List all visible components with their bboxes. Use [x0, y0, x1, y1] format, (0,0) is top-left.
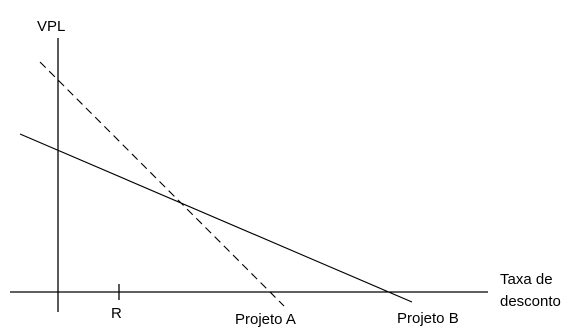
project-b-line [19, 133, 413, 303]
project-a-label: Projeto A [235, 311, 296, 327]
x-axis-label-line1: Taxa de [500, 271, 553, 288]
y-axis-label: VPL [37, 18, 65, 35]
tick-label-r: R [111, 305, 122, 322]
project-a-line [39, 61, 285, 307]
project-b-label: Projeto B [397, 310, 459, 327]
x-axis-label-line2: desconto [500, 293, 561, 310]
